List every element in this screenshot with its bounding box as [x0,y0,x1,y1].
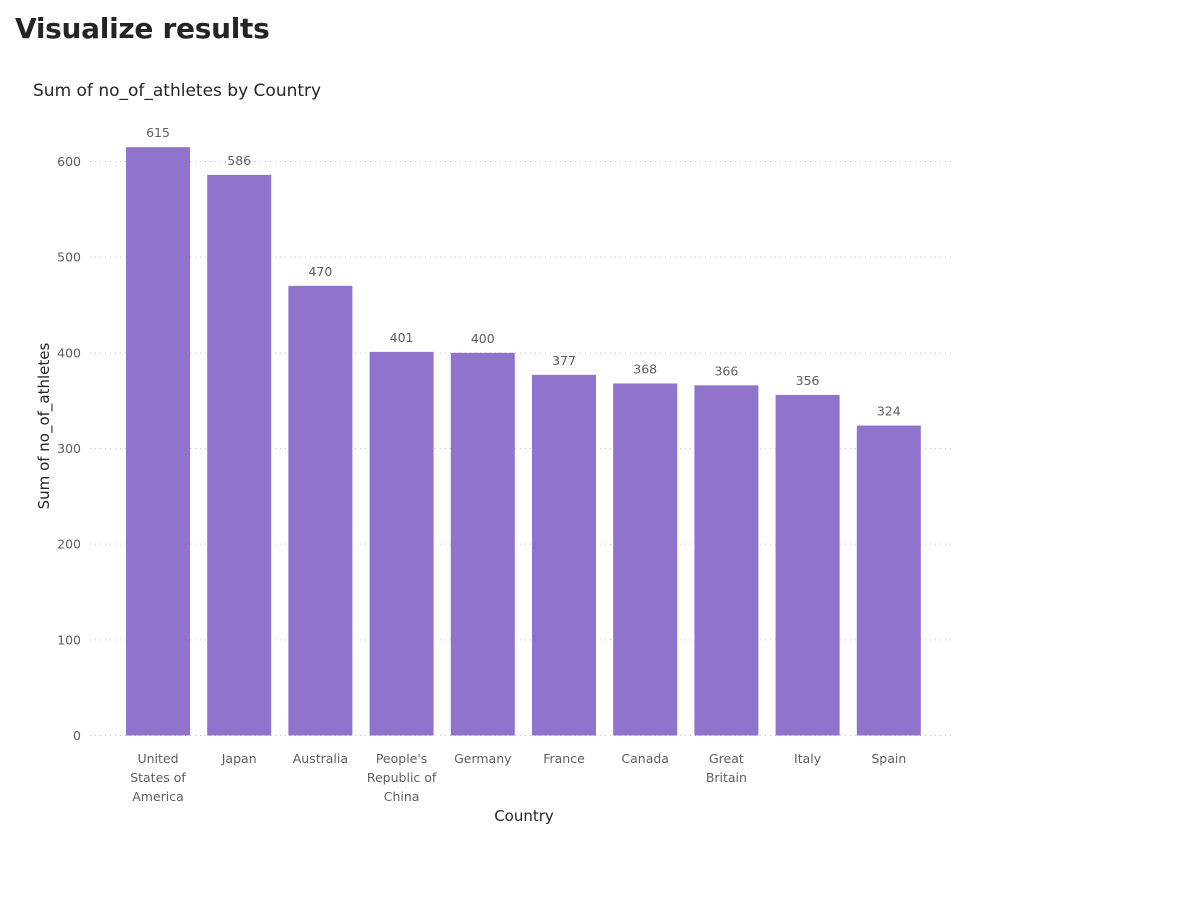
data-label: 586 [227,153,251,168]
x-tick-label-line: France [543,751,585,766]
bar [613,383,678,736]
x-tick-label-line: Spain [871,751,906,766]
x-tick-label: Australia [293,751,348,766]
y-tick-label: 100 [57,632,81,647]
data-label: 324 [877,404,901,419]
y-tick-label: 0 [73,728,81,743]
x-tick-label-line: America [132,789,184,804]
x-tick-label-line: Republic of [367,770,437,785]
x-tick-label: Japan [221,751,257,766]
bar [126,147,190,736]
x-axis-ticks: United States of America Japan Australia Peop… [130,751,906,804]
bar [856,425,921,736]
bar [369,351,434,736]
x-tick-label-line: China [384,789,420,804]
data-labels: 615 586 470 401 400 377 368 366 356 324 [146,125,901,418]
bars [126,147,921,736]
bar [288,285,353,736]
data-label: 366 [714,363,738,378]
x-tick-label-line: Canada [621,751,669,766]
x-tick-label-line: Italy [794,751,822,766]
x-tick-label: Canada [621,751,669,766]
x-tick-label: Great Britain [706,751,747,785]
x-tick-label: Italy [794,751,822,766]
bar [775,394,840,736]
data-label: 368 [633,361,657,376]
x-tick-label: Spain [871,751,906,766]
y-tick-label: 200 [57,537,81,552]
bar [532,374,596,736]
y-axis-ticks: 0 100 200 300 400 500 600 [57,154,81,743]
x-tick-label: France [543,751,585,766]
x-tick-label-line: United [137,751,178,766]
data-label: 615 [146,125,170,140]
data-label: 400 [471,331,495,346]
x-tick-label-line: Great [709,751,744,766]
x-tick-label: Germany [454,751,512,766]
x-tick-label-line: Germany [454,751,512,766]
y-tick-label: 500 [57,250,81,265]
x-tick-label-line: States of [130,770,186,785]
y-tick-label: 300 [57,441,81,456]
data-label: 356 [796,373,820,388]
x-tick-label: People's Republic of China [367,751,437,804]
bar [207,174,272,736]
y-axis-title: Sum of no_of_athletes [35,342,54,509]
y-tick-label: 600 [57,154,81,169]
bar [694,385,759,736]
x-tick-label-line: Britain [706,770,747,785]
x-tick-label: United States of America [130,751,186,804]
data-label: 470 [308,264,332,279]
x-axis-title: Country [494,807,554,825]
bar [450,352,515,736]
y-tick-label: 400 [57,345,81,360]
x-tick-label-line: People's [376,751,427,766]
page-title: Visualize results [15,12,270,45]
data-label: 377 [552,353,576,368]
chart-title: Sum of no_of_athletes by Country [33,81,321,101]
data-label: 401 [390,330,414,345]
x-tick-label-line: Japan [221,751,257,766]
x-tick-label-line: Australia [293,751,348,766]
